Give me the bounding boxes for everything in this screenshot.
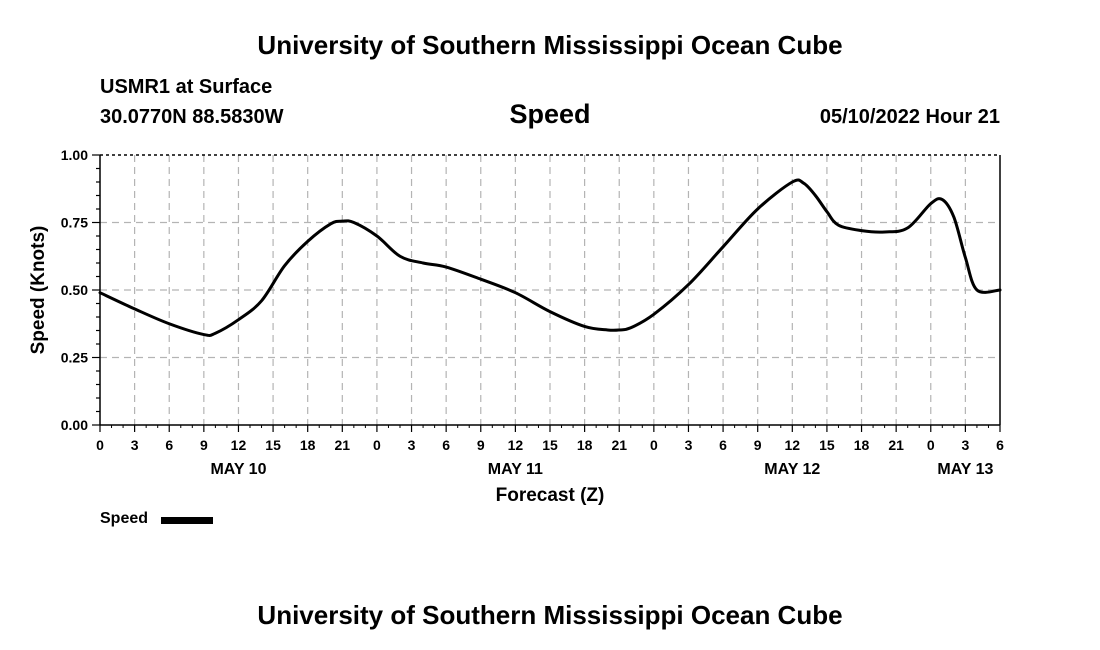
x-tick-label: 15 — [542, 437, 558, 453]
variable-title: Speed — [509, 99, 591, 129]
x-tick-label: 9 — [477, 437, 485, 453]
x-tick-label: 0 — [373, 437, 381, 453]
x-tick-label: 18 — [300, 437, 316, 453]
legend-label: Speed — [100, 510, 149, 527]
series-line-speed — [98, 178, 1002, 337]
x-tick-label: 18 — [577, 437, 593, 453]
x-tick-label: 9 — [754, 437, 762, 453]
y-tick-label: 0.75 — [61, 215, 88, 231]
x-tick-label: 6 — [719, 437, 727, 453]
legend-swatch — [161, 517, 213, 524]
x-tick-label: 3 — [685, 437, 693, 453]
y-tick-label: 1.00 — [61, 147, 88, 163]
x-tick-label: 0 — [96, 437, 104, 453]
forecast-datetime: 05/10/2022 Hour 21 — [819, 106, 1000, 128]
x-tick-label: 21 — [888, 437, 904, 453]
footer-title: University of Southern Mississippi Ocean… — [257, 600, 843, 630]
x-tick-label: 3 — [961, 437, 969, 453]
x-tick-label: 21 — [335, 437, 351, 453]
date-label: MAY 13 — [937, 461, 993, 478]
x-tick-label: 12 — [785, 437, 801, 453]
date-label: MAY 10 — [210, 461, 266, 478]
x-tick-label: 6 — [442, 437, 450, 453]
x-tick-label: 12 — [231, 437, 247, 453]
x-tick-label: 3 — [408, 437, 416, 453]
x-tick-label: 6 — [996, 437, 1004, 453]
x-tick-label: 9 — [200, 437, 208, 453]
y-tick-label: 0.25 — [61, 350, 88, 366]
x-tick-label: 3 — [131, 437, 139, 453]
x-tick-label: 15 — [265, 437, 281, 453]
station-coords: 30.0770N 88.5830W — [100, 106, 284, 128]
x-tick-label: 15 — [819, 437, 835, 453]
x-tick-label: 6 — [165, 437, 173, 453]
chart-title: University of Southern Mississippi Ocean… — [257, 30, 843, 60]
y-tick-label: 0.50 — [61, 282, 88, 298]
x-tick-label: 12 — [508, 437, 524, 453]
date-label: MAY 12 — [764, 461, 820, 478]
station-label: USMR1 at Surface — [100, 76, 273, 98]
x-tick-label: 18 — [854, 437, 870, 453]
y-axis-label: Speed (Knots) — [28, 226, 49, 355]
x-tick-label: 21 — [611, 437, 627, 453]
date-label: MAY 11 — [488, 461, 543, 478]
x-tick-label: 0 — [927, 437, 935, 453]
x-tick-label: 0 — [650, 437, 658, 453]
x-axis-label: Forecast (Z) — [496, 485, 605, 506]
y-tick-label: 0.00 — [61, 417, 88, 433]
